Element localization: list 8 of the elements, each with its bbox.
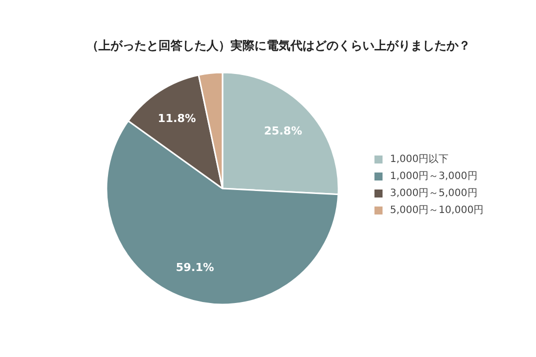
- data-label: 25.8%: [264, 124, 302, 138]
- legend-label: 5,000円～10,000円: [390, 204, 484, 217]
- legend-label: 1,000円～3,000円: [390, 170, 478, 183]
- data-label: 11.8%: [158, 112, 196, 126]
- legend-label: 3,000円～5,000円: [390, 187, 478, 200]
- data-label: 59.1%: [176, 260, 214, 274]
- legend-label: 1,000円以下: [390, 152, 449, 166]
- chart-title: （上がったと回答した人）実際に電気代はどのくらい上がりましたか？: [86, 38, 470, 52]
